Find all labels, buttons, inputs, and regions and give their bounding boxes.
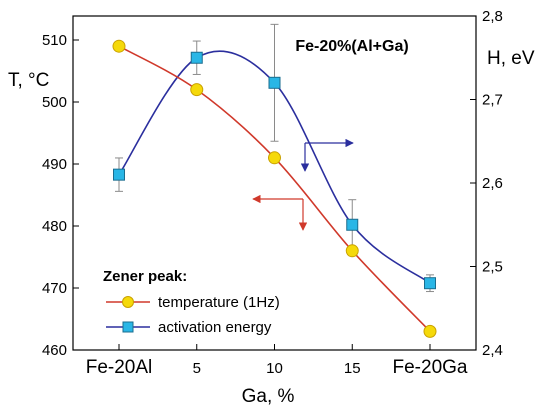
x-tick-label: 5	[193, 360, 201, 377]
legend-title: Zener peak:	[103, 268, 187, 285]
energy-point	[268, 76, 281, 89]
x-axis-title: Ga, %	[242, 386, 295, 407]
x-tick-label: Fe-20Al	[86, 357, 153, 378]
y-left-tick-label: 510	[42, 32, 67, 49]
y-left-tick-label: 460	[42, 342, 67, 359]
y-axis-left: 460 470 480 490 500 510	[42, 32, 79, 359]
y-left-tick-label: 500	[42, 94, 67, 111]
y-right-tick-label: 2,6	[482, 175, 503, 192]
x-tick-label: Fe-20Ga	[393, 357, 468, 378]
y-right-tick-label: 2,5	[482, 259, 503, 276]
legend-temperature-label: temperature (1Hz)	[158, 294, 280, 311]
temperature-point	[190, 83, 204, 97]
y-axis-right-title: H, eV	[487, 48, 535, 69]
legend-energy-marker	[122, 321, 134, 333]
y-left-tick-label: 470	[42, 280, 67, 297]
energy-point	[113, 168, 125, 181]
energy-point	[424, 277, 436, 290]
temperature-point	[423, 324, 437, 338]
legend-energy-label: activation energy	[158, 319, 272, 336]
x-tick-label: 10	[266, 360, 283, 377]
legend-temperature-marker	[122, 296, 134, 308]
y-left-tick-label: 490	[42, 156, 67, 173]
x-tick-label: 15	[344, 360, 361, 377]
y-right-tick-label: 2,4	[482, 342, 503, 359]
series-layer	[112, 23, 437, 338]
y-right-tick-label: 2,7	[482, 92, 503, 109]
legend: Zener peak: temperature (1Hz) activation…	[103, 268, 280, 336]
energy-point	[190, 51, 203, 64]
x-axis: Fe-20Al 5 10 15 Fe-20Ga	[86, 344, 468, 378]
temperature-point	[268, 151, 281, 165]
energy-point	[346, 218, 359, 231]
y-axis-right: 2,4 2,5 2,6 2,7 2,8	[470, 8, 503, 359]
chart-title: Fe-20%(Al+Ga)	[295, 38, 408, 55]
temperature-point	[112, 39, 126, 53]
y-axis-left-title: T, °C	[8, 70, 49, 91]
temperature-point	[345, 244, 359, 258]
y-left-tick-label: 480	[42, 218, 67, 235]
y-right-tick-label: 2,8	[482, 8, 503, 25]
